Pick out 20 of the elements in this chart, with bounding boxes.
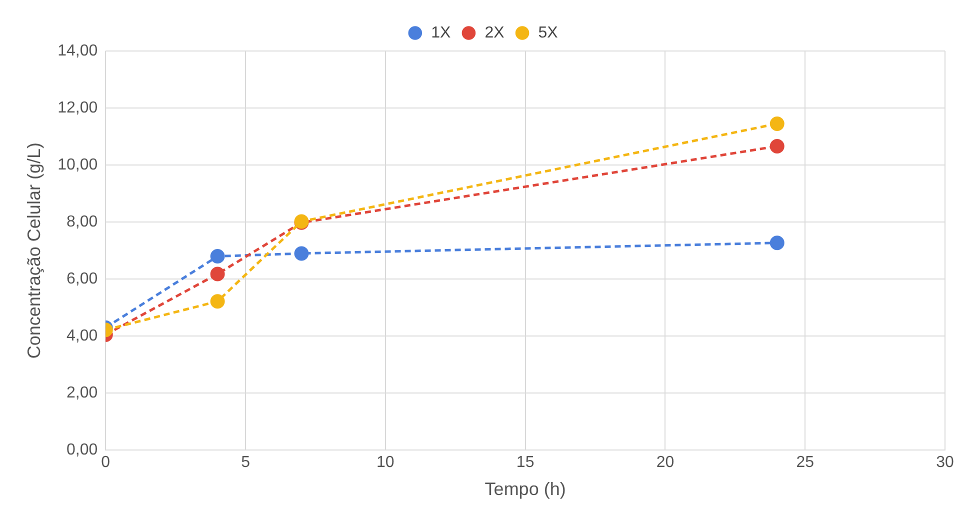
x-tick-label: 0: [101, 454, 110, 472]
x-tick-label: 15: [516, 454, 534, 472]
legend-label: 2X: [484, 24, 505, 42]
x-tick-label: 25: [796, 454, 814, 472]
y-axis-title: Concentração Celular (g/L): [24, 142, 44, 359]
y-tick-label: 8,00: [66, 213, 98, 230]
y-tick-label: 0,00: [66, 442, 98, 459]
x-tick-label: 20: [656, 454, 674, 472]
x-tick-label: 10: [376, 454, 394, 472]
y-tick-label: 14,00: [58, 42, 98, 60]
y-tick-label: 10,00: [58, 156, 98, 174]
y-tick-label: 4,00: [66, 328, 98, 345]
x-tick-label: 30: [936, 454, 954, 472]
y-tick-label: 6,00: [66, 270, 98, 288]
legend-label: 5X: [538, 24, 558, 42]
x-tick-label: 5: [241, 454, 250, 472]
y-tick-label: 2,00: [66, 384, 98, 402]
legend-label: 1X: [431, 24, 452, 42]
x-axis-title: Tempo (h): [484, 479, 566, 500]
y-tick-label: 12,00: [58, 99, 98, 116]
